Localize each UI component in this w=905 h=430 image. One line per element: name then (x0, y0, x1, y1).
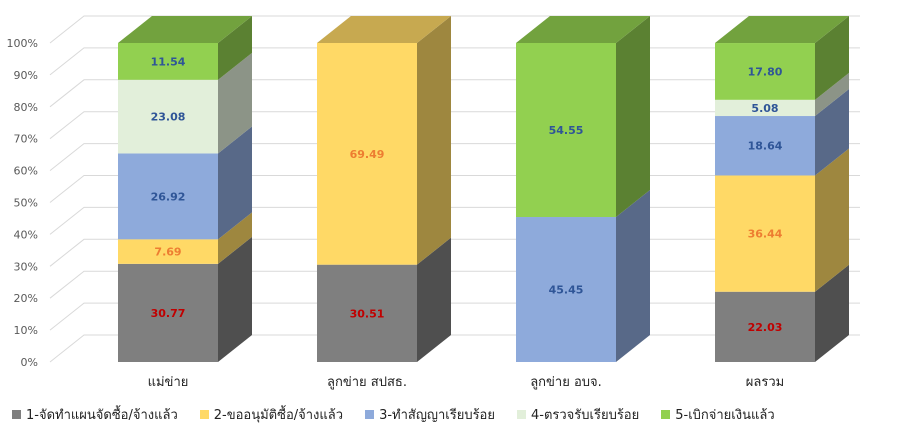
data-label: 45.45 (549, 284, 584, 297)
y-tick-label: 90% (14, 69, 38, 82)
legend-label: 4-ตรวจรับเรียบร้อย (530, 408, 640, 423)
legend: 1-จัดทำแผนจัดซื้อ/จ้างแล้ว 2-ขออนุมัติซื้… (12, 404, 902, 425)
bar-segment-side (218, 236, 252, 362)
bar-segment-side (616, 16, 650, 218)
legend-item: 4-ตรวจรับเรียบร้อย (516, 404, 640, 425)
bar-segment-side (815, 72, 849, 117)
bar-segment (118, 43, 218, 80)
data-label: 18.64 (748, 140, 783, 153)
legend-item: 3-ทำสัญญาเรียบร้อย (365, 404, 495, 425)
data-label: 30.51 (350, 307, 385, 320)
legend-item: 2-ขออนุมัติซื้อ/จ้างแล้ว (199, 404, 344, 425)
y-tick-label: 80% (14, 101, 38, 114)
bar-segment (516, 217, 616, 362)
data-label: 69.49 (350, 148, 385, 161)
y-tick-label: 0% (21, 356, 38, 369)
y-tick-label: 30% (14, 260, 38, 273)
y-tick-label: 10% (14, 324, 38, 337)
bar-segment-side (815, 264, 849, 362)
legend-swatch (661, 410, 671, 419)
bar-segment-side (218, 52, 252, 154)
bar-segment (715, 291, 815, 362)
data-label: 54.55 (549, 124, 584, 137)
bar-top (317, 16, 451, 43)
bar-segment (715, 175, 815, 292)
y-tick-label: 40% (14, 228, 38, 241)
y-tick-label: 100% (7, 37, 38, 50)
legend-swatch (12, 410, 21, 419)
x-category-label: ผลรวม (746, 375, 784, 390)
data-label: 23.08 (151, 111, 186, 124)
bar-segment-side (218, 212, 252, 264)
bar-top (516, 16, 650, 43)
legend-label: 3-ทำสัญญาเรียบร้อย (379, 408, 495, 423)
bar-segment (516, 43, 616, 218)
y-tick-label: 20% (14, 292, 38, 305)
bar-segment (118, 153, 218, 240)
data-label: 11.54 (151, 55, 186, 68)
legend-item: 5-เบิกจ่ายเงินแล้ว (661, 404, 775, 425)
data-label: 17.80 (748, 65, 783, 78)
bar-segment-side (616, 190, 650, 362)
legend-swatch (365, 410, 375, 419)
x-category-label: ลูกข่าย สปสธ. (327, 375, 407, 390)
y-tick-label: 50% (14, 197, 38, 210)
data-label: 22.03 (748, 321, 783, 334)
legend-label: 2-ขออนุมัติซื้อ/จ้างแล้ว (213, 408, 344, 423)
bar-segment-side (417, 16, 451, 265)
data-label: 36.44 (748, 228, 783, 241)
bar-segment-side (815, 89, 849, 176)
bar-segment (118, 263, 218, 362)
data-label: 5.08 (751, 102, 778, 115)
bar-segment (118, 79, 218, 154)
x-category-label: แม่ข่าย (148, 375, 189, 390)
bar-segment (715, 99, 815, 117)
bar-segment-side (815, 16, 849, 100)
bar-segment (715, 43, 815, 100)
y-tick-label: 60% (14, 165, 38, 178)
legend-item: 1-จัดทำแผนจัดซื้อ/จ้างแล้ว (12, 404, 178, 425)
legend-swatch (516, 410, 526, 419)
bar-top (118, 16, 252, 43)
legend-swatch (199, 410, 209, 419)
legend-label: 1-จัดทำแผนจัดซื้อ/จ้างแล้ว (26, 408, 178, 423)
bar-segment-side (815, 148, 849, 292)
bar-segment-side (218, 126, 252, 240)
bar-segment (317, 43, 417, 265)
legend-label: 5-เบิกจ่ายเงินแล้ว (675, 408, 775, 423)
data-label: 30.77 (151, 307, 186, 320)
bar-segment (715, 116, 815, 176)
data-label: 26.92 (151, 190, 186, 203)
bar-segment (118, 239, 218, 264)
y-tick-label: 70% (14, 133, 38, 146)
bar-segment-side (218, 16, 252, 80)
data-label: 7.69 (154, 246, 181, 259)
bar-top (715, 16, 849, 44)
bar-segment-side (417, 237, 451, 362)
bar-segment (317, 264, 417, 362)
x-category-label: ลูกข่าย อบจ. (530, 375, 602, 390)
stacked-bar-chart: 0% 10% 20% 30% 40% 50% 60% 70% 80% 90% 100% 30.77 7.… (7, 15, 860, 390)
